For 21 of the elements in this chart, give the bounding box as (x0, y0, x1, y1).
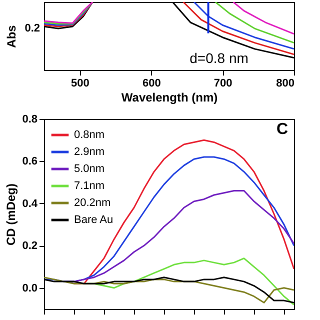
y-tick-label: 0.2 (22, 240, 38, 252)
annotation: d=0.8 nm (190, 50, 248, 66)
x-tick-label: 500 (71, 78, 90, 90)
x-axis-title: Wavelength (nm) (121, 90, 218, 104)
legend-label: 2.9nm (74, 146, 105, 158)
x-tick-label: 800 (276, 78, 294, 90)
legend-label: 20.2nm (74, 197, 111, 209)
y-tick-label: 0.4 (22, 198, 38, 210)
x-tick-label: 700 (214, 78, 232, 90)
y-tick-label: 0.6 (22, 156, 38, 168)
x-tick-label: 600 (142, 78, 161, 90)
y-tick-label: 0.0 (22, 282, 38, 294)
annotation: C (276, 121, 288, 138)
line-series (44, 156, 294, 282)
y-axis-title: CD (mDeg) (4, 184, 18, 246)
legend-label: 5.0nm (74, 163, 105, 175)
y-tick-label: 0.8 (22, 114, 38, 126)
y-axis-title: Abs (4, 24, 18, 48)
legend-label: 7.1nm (74, 180, 105, 192)
legend-label: Bare Au (74, 214, 114, 226)
legend-label: 0.8nm (74, 129, 105, 141)
